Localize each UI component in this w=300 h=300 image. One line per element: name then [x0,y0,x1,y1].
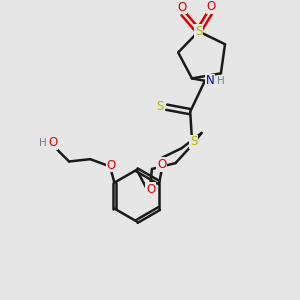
Text: O: O [207,0,216,13]
Text: O: O [157,158,166,171]
Text: H: H [218,76,225,86]
Text: O: O [48,136,57,149]
Text: H: H [39,138,46,148]
Text: O: O [146,183,155,196]
Text: O: O [107,158,116,172]
Text: S: S [157,100,164,113]
Text: N: N [206,74,214,87]
Text: O: O [177,1,187,14]
Text: S: S [190,135,197,148]
Text: S: S [195,25,202,38]
